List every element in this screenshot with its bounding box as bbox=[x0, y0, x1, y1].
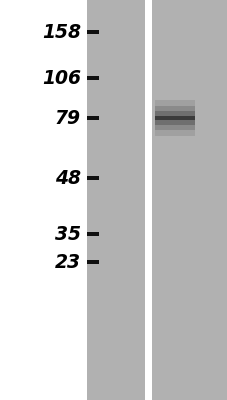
Bar bbox=[86, 176, 99, 180]
Text: 79: 79 bbox=[55, 108, 81, 128]
Text: 23: 23 bbox=[55, 252, 81, 272]
Text: 48: 48 bbox=[55, 168, 81, 188]
Text: 106: 106 bbox=[42, 68, 81, 88]
Bar bbox=[154, 100, 194, 136]
Text: 158: 158 bbox=[42, 22, 81, 42]
Bar bbox=[151, 0, 227, 400]
Text: 35: 35 bbox=[55, 224, 81, 244]
Bar bbox=[86, 232, 99, 236]
Bar bbox=[86, 0, 144, 400]
Bar bbox=[86, 30, 99, 34]
Bar bbox=[144, 0, 151, 400]
Bar bbox=[86, 116, 99, 120]
Bar bbox=[154, 106, 194, 130]
Bar bbox=[154, 111, 194, 125]
Bar bbox=[86, 260, 99, 264]
Bar bbox=[86, 76, 99, 80]
Bar bbox=[154, 116, 194, 120]
